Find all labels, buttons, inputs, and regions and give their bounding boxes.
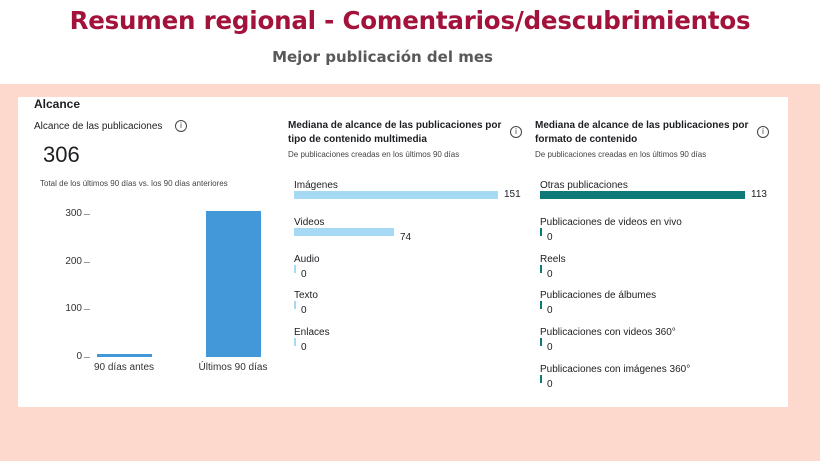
x-axis-tick-label: 90 días antes [93, 362, 155, 373]
y-axis-tick-label: 100 [65, 303, 82, 315]
media-panel-title-line1: Mediana de alcance de las publicaciones … [288, 120, 502, 131]
bar-value-label: 0 [301, 268, 307, 280]
bar-value-label: 0 [547, 342, 553, 354]
bar [540, 227, 542, 236]
y-axis-tick-mark [84, 214, 90, 215]
bar [205, 211, 261, 357]
bar-value-label: 74 [399, 231, 412, 243]
bar [540, 264, 542, 273]
bar [294, 227, 394, 236]
bar [540, 301, 542, 310]
bar [540, 191, 745, 199]
bar-category-label: Enlaces [294, 327, 330, 339]
bar-value-label: 0 [547, 379, 553, 390]
y-axis-tick-label: 200 [65, 255, 82, 267]
section-title: Alcance [34, 97, 81, 111]
reach-total: 306 [43, 142, 80, 167]
page-subtitle: Mejor publicación del mes [272, 48, 493, 66]
bar-value-label: 0 [547, 305, 553, 317]
y-axis-tick-mark [84, 309, 90, 311]
bar-value-label: 0 [301, 305, 307, 317]
media-panel-title-line2: tipo de contenido multimedia [288, 134, 427, 145]
y-axis-tick-mark [84, 357, 90, 358]
bar-category-label: Texto [294, 290, 318, 302]
format-panel-title-line2: formato de contenido [535, 134, 638, 145]
format-panel-subtitle: De publicaciones creadas en los últimos … [535, 150, 707, 159]
reach-caption: Total de los últimos 90 días vs. los 90 … [40, 179, 228, 188]
x-axis-tick-label: Últimos 90 días [198, 362, 268, 373]
y-axis-tick-label: 300 [65, 208, 82, 219]
bar-value-label: 151 [504, 189, 521, 200]
bar [96, 354, 152, 357]
bar-category-label: Imágenes [294, 180, 338, 191]
bar [540, 338, 542, 347]
bar-value-label: 113 [751, 189, 767, 200]
bar-category-label: Publicaciones con imágenes 360° [540, 364, 691, 375]
bar-value-label: 0 [547, 231, 553, 243]
bar [294, 264, 296, 273]
bar-category-label: Publicaciones de álbumes [540, 290, 657, 302]
y-axis-tick-label: 0 [76, 351, 82, 362]
bar [294, 338, 296, 347]
bar-category-label: Videos [294, 216, 325, 228]
bar-category-label: Otras publicaciones [540, 180, 628, 191]
y-axis-tick-mark [84, 261, 90, 263]
bar-value-label: 0 [301, 342, 307, 354]
reach-panel-title: Alcance de las publicaciones [34, 121, 163, 132]
bar-category-label: Publicaciones con videos 360° [540, 327, 676, 339]
bar [540, 375, 542, 383]
bar-category-label: Publicaciones de videos en vivo [540, 216, 682, 228]
bar [294, 301, 296, 310]
info-icon[interactable]: i [757, 126, 769, 138]
bar-category-label: Reels [540, 253, 566, 265]
bar-value-label: 0 [547, 268, 553, 280]
info-icon[interactable]: i [175, 120, 187, 132]
media-panel-subtitle: De publicaciones creadas en los últimos … [288, 150, 460, 159]
bar-category-label: Audio [294, 253, 320, 265]
bar [294, 191, 498, 199]
page-title: Resumen regional - Comentarios/descubrim… [69, 6, 751, 35]
format-panel-title-line1: Mediana de alcance de las publicaciones … [535, 120, 749, 131]
info-icon[interactable]: i [510, 126, 522, 138]
